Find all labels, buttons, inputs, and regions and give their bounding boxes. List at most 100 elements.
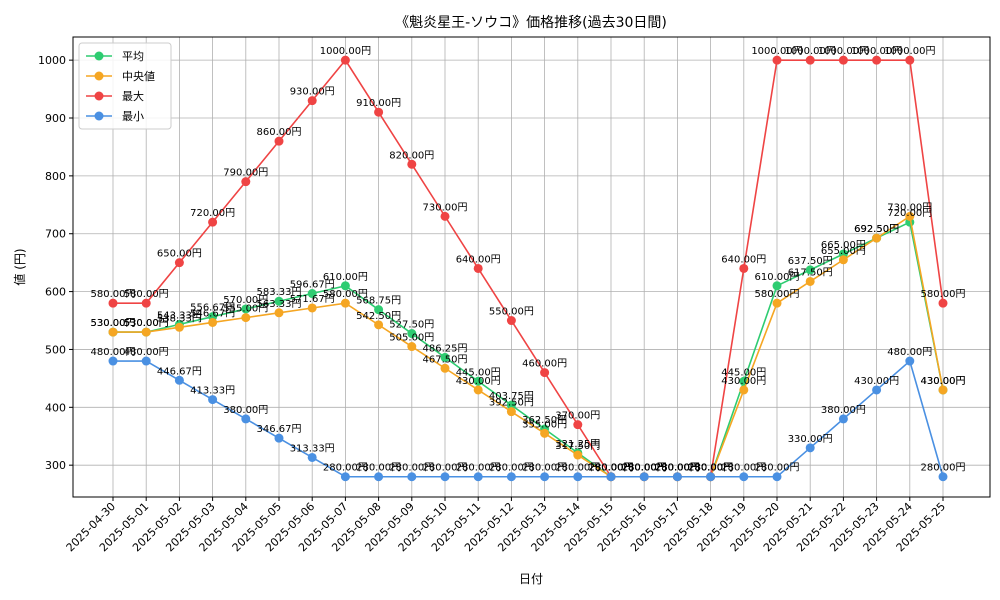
data-point (307, 96, 317, 106)
data-point (108, 327, 118, 337)
data-point (440, 363, 450, 373)
data-label: 280.00円 (423, 463, 468, 474)
data-label: 527.50円 (389, 320, 434, 331)
y-tick-label: 600 (45, 286, 66, 299)
data-point (706, 472, 716, 482)
data-point (407, 342, 417, 352)
data-label: 505.00円 (389, 333, 434, 344)
data-point (772, 281, 782, 291)
data-label: 317.50円 (555, 441, 600, 452)
data-label: 430.00円 (456, 376, 501, 387)
data-label: 530.00円 (91, 318, 136, 329)
data-point (772, 472, 782, 482)
data-label: 860.00円 (257, 127, 302, 138)
data-label: 430.00円 (921, 376, 966, 387)
data-label: 467.50円 (423, 354, 468, 365)
data-point (274, 433, 284, 443)
plot-frame (72, 36, 991, 498)
y-tick-label: 800 (45, 170, 66, 183)
data-label: 280.00円 (622, 463, 667, 474)
data-label: 530.00円 (91, 318, 136, 329)
data-point (905, 356, 915, 366)
y-tick-label: 500 (45, 343, 66, 356)
series-line (113, 215, 944, 478)
data-point (938, 385, 948, 395)
data-label: 280.00円 (755, 463, 800, 474)
data-point (639, 472, 649, 482)
data-point (838, 55, 848, 65)
data-point (506, 407, 516, 417)
data-label: 380.00円 (821, 405, 866, 416)
data-point (241, 313, 251, 323)
legend-entry: 最小 (122, 110, 144, 123)
data-label: 280.00円 (688, 463, 733, 474)
legend-marker (94, 111, 104, 121)
data-point (440, 211, 450, 221)
data-label: 580.00円 (921, 289, 966, 300)
data-point (274, 308, 284, 318)
data-label: 720.00円 (887, 208, 932, 219)
data-point (905, 211, 915, 221)
data-label: 790.00円 (223, 168, 268, 179)
data-point (573, 450, 583, 460)
chart-title: 《魁炎星王-ソウコ》価格推移(過去30日間) (395, 15, 667, 31)
data-point (540, 368, 550, 378)
data-point (407, 472, 417, 482)
legend-entry: 最大 (122, 89, 144, 103)
data-label: 445.00円 (721, 367, 766, 378)
data-point (340, 472, 350, 482)
data-point (374, 320, 384, 330)
data-label: 530.00円 (124, 318, 169, 329)
legend-box (78, 42, 172, 130)
data-label: 392.50円 (489, 398, 534, 409)
data-point (506, 316, 516, 326)
data-label: 655.00円 (821, 246, 866, 257)
data-point (506, 400, 516, 410)
data-label: 542.50円 (356, 311, 401, 322)
data-point (208, 317, 218, 327)
data-label: 280.00円 (921, 463, 966, 474)
data-point (307, 303, 317, 313)
data-label: 571.67円 (290, 294, 335, 305)
data-label: 480.00円 (124, 347, 169, 358)
data-label: 430.00円 (854, 376, 899, 387)
data-point (274, 136, 284, 146)
legend-marker (94, 71, 104, 81)
data-label: 596.67円 (290, 280, 335, 291)
data-point (241, 177, 251, 187)
data-label: 280.00円 (389, 463, 434, 474)
data-point (872, 385, 882, 395)
data-point (805, 443, 815, 453)
data-point (340, 298, 350, 308)
data-point (938, 298, 948, 308)
data-point (307, 452, 317, 462)
data-labels: 530.00円530.00円543.33円556.67円570.00円583.3… (91, 46, 966, 474)
y-tick-label: 1000 (38, 54, 66, 67)
data-point (208, 395, 218, 405)
data-label: 445.00円 (456, 367, 501, 378)
data-point (340, 281, 350, 291)
data-label: 563.33円 (257, 299, 302, 310)
data-label: 355.00円 (522, 419, 567, 430)
data-point (805, 265, 815, 275)
series-line (113, 359, 944, 478)
data-point (838, 414, 848, 424)
data-label: 280.00円 (622, 463, 667, 474)
data-point (141, 356, 151, 366)
data-label: 280.00円 (323, 463, 368, 474)
data-label: 280.00円 (655, 463, 700, 474)
data-point (108, 356, 118, 366)
data-label: 280.00円 (622, 463, 667, 474)
data-point (805, 276, 815, 286)
data-label: 930.00円 (290, 87, 335, 98)
data-point (506, 472, 516, 482)
data-point (872, 55, 882, 65)
data-label: 280.00円 (655, 463, 700, 474)
data-label: 413.33円 (190, 386, 235, 397)
data-label: 280.00円 (589, 463, 634, 474)
data-label: 1000.00円 (851, 46, 902, 57)
data-point (208, 217, 218, 227)
data-label: 1000.00円 (884, 46, 935, 57)
data-label: 370.00円 (555, 411, 600, 422)
data-label: 446.67円 (157, 366, 202, 377)
